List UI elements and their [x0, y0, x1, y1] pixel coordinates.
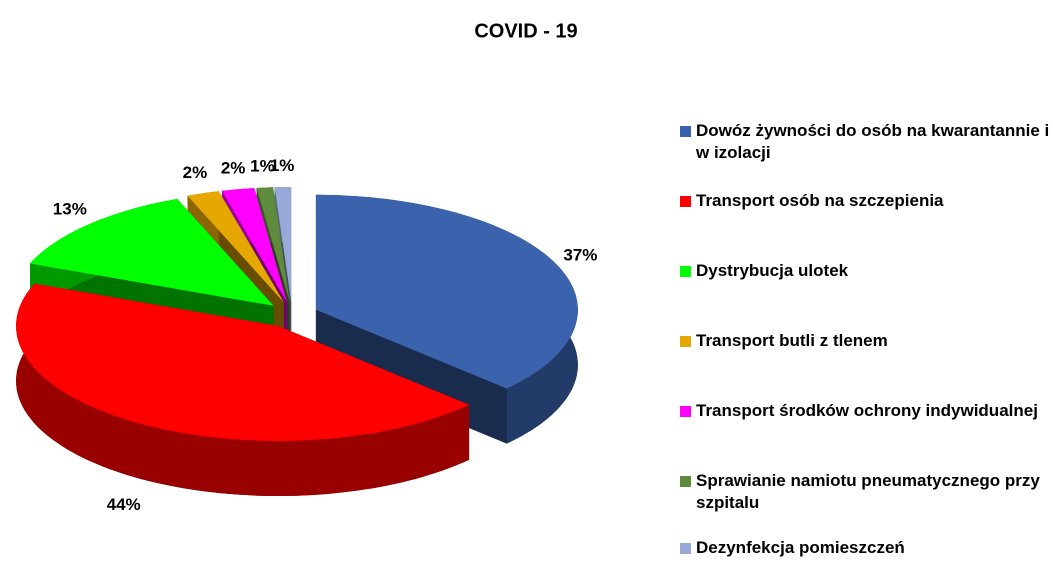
data-label: 1%: [270, 156, 295, 175]
data-label: 2%: [221, 158, 246, 177]
legend-label: Dystrybucja ulotek: [696, 261, 849, 280]
legend-swatch: [680, 126, 691, 137]
slice-top: [256, 187, 290, 303]
data-label: 44%: [107, 495, 141, 514]
slice: [16, 283, 470, 496]
slice-top: [222, 188, 288, 303]
legend-label: Transport środków ochrony indywidualnej: [696, 401, 1038, 420]
data-label: 37%: [563, 245, 597, 264]
legend-swatch: [680, 196, 691, 207]
slice-top: [30, 198, 274, 306]
legend-swatch: [680, 336, 691, 347]
slice-side: [16, 283, 470, 496]
legend-swatch: [680, 406, 691, 417]
legend-item: Transport osób na szczepienia: [680, 190, 1052, 212]
slice-top: [16, 283, 470, 441]
legend-swatch: [680, 266, 691, 277]
data-label: 1%: [250, 156, 275, 175]
legend-swatch: [680, 476, 691, 487]
legend-item: Sprawianie namiotu pneumatycznego przy s…: [680, 470, 1052, 514]
slice-top: [315, 194, 578, 389]
slice-top: [187, 191, 284, 303]
slice-top: [274, 187, 292, 302]
chart-title: COVID - 19: [474, 20, 577, 42]
legend-label: Dezynfekcja pomieszczeń: [696, 538, 905, 557]
legend-label: Transport osób na szczepienia: [696, 191, 944, 210]
legend-swatch: [680, 543, 691, 554]
legend-item: Dowóz żywności do osób na kwarantannie i…: [680, 120, 1052, 164]
data-label: 13%: [53, 199, 87, 218]
legend-item: Transport środków ochrony indywidualnej: [680, 400, 1052, 422]
legend-label: Dowóz żywności do osób na kwarantannie i…: [696, 121, 1050, 162]
legend-item: Dezynfekcja pomieszczeń: [680, 537, 1052, 559]
legend-label: Transport butli z tlenem: [696, 331, 888, 350]
slice: [315, 194, 578, 444]
legend-label: Sprawianie namiotu pneumatycznego przy s…: [696, 471, 1040, 512]
legend-item: Dystrybucja ulotek: [680, 260, 1052, 282]
data-label: 2%: [183, 163, 208, 182]
legend-item: Transport butli z tlenem: [680, 330, 1052, 352]
